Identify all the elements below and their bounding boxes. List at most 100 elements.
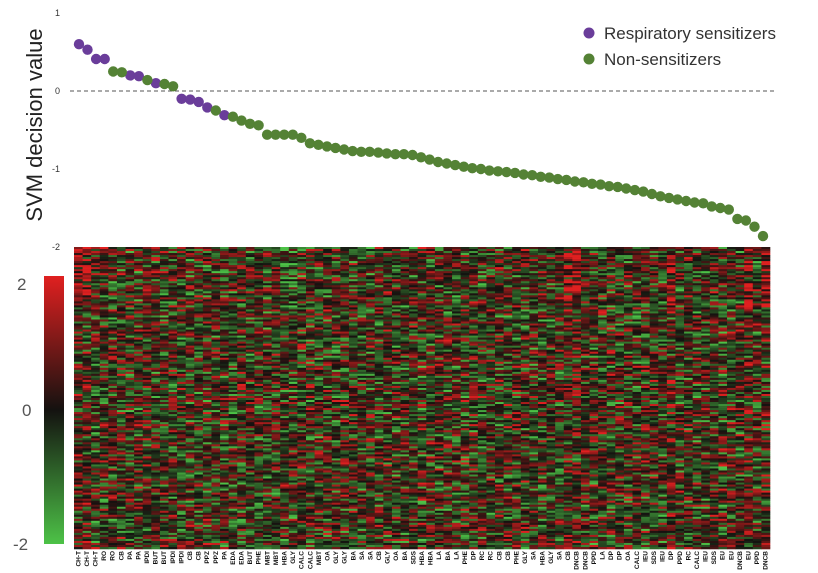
heatmap-cell — [108, 295, 118, 298]
heatmap-cell — [159, 436, 169, 439]
heatmap-cell — [125, 289, 135, 292]
heatmap-cell — [134, 450, 144, 453]
heatmap-cell — [271, 311, 281, 314]
heatmap-cell — [220, 251, 229, 254]
heatmap-cell — [237, 544, 247, 548]
heatmap-cell — [280, 468, 290, 471]
heatmap-cell — [280, 456, 290, 459]
heatmap-cell — [348, 303, 358, 306]
heatmap-cell — [202, 375, 212, 379]
heatmap-cell — [297, 303, 307, 306]
non-sensitizer-point — [347, 145, 358, 157]
heatmap-cell — [151, 422, 161, 425]
heatmap-cell — [159, 327, 169, 330]
heatmap-cell — [306, 464, 315, 467]
heatmap-cell — [263, 418, 272, 421]
heatmap-cell — [159, 526, 169, 530]
heatmap-cell — [99, 510, 109, 514]
heatmap-cell — [185, 536, 195, 540]
heatmap-cell — [82, 470, 92, 473]
heatmap-cell — [185, 452, 195, 455]
heatmap-cell — [168, 510, 178, 514]
heatmap-cell — [116, 510, 126, 514]
heatmap-cell — [142, 496, 152, 499]
heatmap-cell — [177, 283, 186, 286]
heatmap-cell — [348, 369, 358, 373]
heatmap-cell — [228, 301, 238, 304]
heatmap-cell — [228, 247, 238, 250]
heatmap-cell — [263, 446, 272, 449]
heatmap-cell — [245, 385, 255, 389]
heatmap-cell — [254, 265, 264, 268]
heatmap-cell — [211, 512, 221, 516]
heatmap-cell — [348, 331, 358, 334]
heatmap-cell — [220, 450, 229, 453]
heatmap-cell — [142, 291, 152, 294]
heatmap-cell — [168, 416, 178, 419]
heatmap-cell — [177, 404, 186, 407]
heatmap-cell — [211, 317, 221, 320]
heatmap-cell — [306, 291, 315, 294]
heatmap-cell — [237, 369, 247, 373]
heatmap-cell — [271, 432, 281, 435]
heatmap-cell — [211, 363, 221, 367]
heatmap-cell — [245, 361, 255, 365]
heatmap-cell — [297, 313, 307, 316]
heatmap-cell — [125, 281, 135, 284]
heatmap-cell — [348, 398, 358, 401]
heatmap-cell — [288, 387, 298, 391]
heatmap-cell — [194, 251, 204, 254]
heatmap-cell — [306, 450, 315, 453]
heatmap-cell — [91, 375, 101, 379]
non-sensitizer-point — [432, 156, 444, 168]
heatmap-cell — [297, 510, 307, 514]
heatmap-cell — [254, 494, 264, 497]
heatmap-cell — [74, 486, 83, 489]
respiratory-sensitizer-point — [219, 110, 230, 121]
heatmap-cell — [211, 520, 221, 524]
heatmap-cell — [99, 484, 109, 487]
heatmap-cell — [82, 271, 92, 274]
heatmap-cell — [228, 379, 238, 383]
heatmap-cell — [202, 335, 212, 338]
heatmap-cell — [142, 406, 152, 409]
heatmap-cell — [116, 391, 126, 395]
heatmap-cell — [314, 498, 324, 501]
heatmap-cell — [314, 518, 324, 522]
heatmap-cell — [288, 259, 298, 262]
heatmap-cell — [82, 353, 92, 357]
heatmap-cell — [168, 398, 178, 401]
heatmap-cell — [108, 418, 118, 421]
heatmap-cell — [151, 385, 161, 389]
heatmap-cell — [116, 512, 126, 516]
heatmap-cell — [185, 269, 195, 272]
heatmap-cell — [74, 267, 83, 270]
heatmap-cell — [254, 285, 264, 288]
heatmap-cell — [211, 458, 221, 461]
heatmap-cell — [340, 353, 350, 357]
heatmap-cell — [151, 520, 161, 524]
heatmap-cell — [323, 329, 333, 332]
heatmap-cell — [297, 442, 307, 445]
heatmap-cell — [237, 468, 247, 471]
heatmap-cell — [134, 484, 144, 487]
heatmap-cell — [271, 275, 281, 278]
heatmap-cell — [202, 307, 212, 310]
heatmap-cell — [340, 367, 350, 371]
heatmap-cell — [82, 402, 92, 405]
heatmap-cell — [91, 369, 101, 373]
heatmap-cell — [271, 307, 281, 310]
heatmap-cell — [116, 285, 126, 288]
heatmap-cell — [340, 357, 350, 361]
heatmap-cell — [185, 468, 195, 471]
heatmap-cell — [314, 265, 324, 268]
heatmap-cell — [142, 544, 152, 548]
heatmap-cell — [168, 508, 178, 512]
heatmap-cell — [125, 540, 135, 544]
heatmap-cell — [116, 329, 126, 332]
heatmap-cell — [202, 510, 212, 514]
heatmap-cell — [323, 385, 333, 389]
heatmap-cell — [168, 410, 178, 413]
heatmap-cell — [91, 448, 101, 451]
heatmap-cell — [288, 426, 298, 429]
